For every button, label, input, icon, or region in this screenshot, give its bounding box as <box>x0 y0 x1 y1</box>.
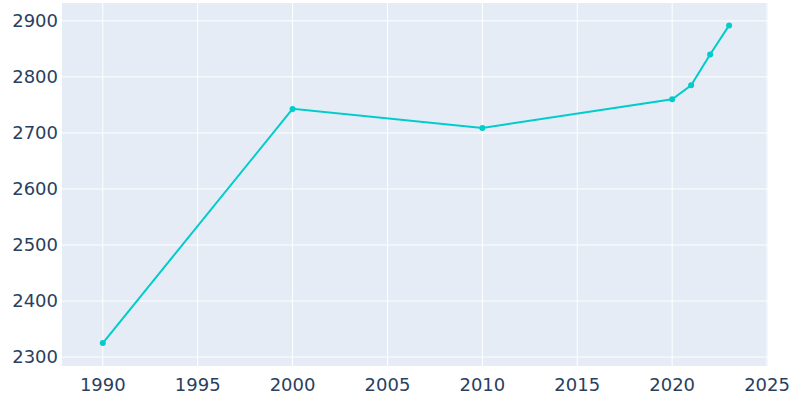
marker <box>290 106 296 112</box>
series <box>100 22 732 346</box>
y-tick-label: 2600 <box>12 178 58 199</box>
x-tick-label: 2015 <box>554 374 600 395</box>
marker <box>726 22 732 28</box>
x-grid <box>577 3 578 366</box>
y-grid <box>62 132 768 133</box>
x-tick-label: 2020 <box>649 374 695 395</box>
y-grid <box>62 76 768 77</box>
y-tick-label: 2700 <box>12 122 58 143</box>
x-grid <box>102 3 103 366</box>
y-grid <box>62 301 768 302</box>
y-tick-label: 2400 <box>12 290 58 311</box>
marker <box>669 96 675 102</box>
y-grid <box>62 188 768 189</box>
x-tick-label: 2005 <box>365 374 411 395</box>
y-tick-label: 2500 <box>12 234 58 255</box>
marker <box>707 52 713 58</box>
x-tick-label: 1995 <box>175 374 221 395</box>
x-grid <box>292 3 293 366</box>
x-grid <box>672 3 673 366</box>
x-tick-label: 2010 <box>459 374 505 395</box>
x-grid <box>387 3 388 366</box>
x-grid <box>482 3 483 366</box>
x-grid <box>197 3 198 366</box>
y-tick-label: 2800 <box>12 66 58 87</box>
marker <box>688 82 694 88</box>
y-tick-label: 2300 <box>12 346 58 367</box>
marker <box>100 340 106 346</box>
x-tick-label: 2000 <box>270 374 316 395</box>
x-grid <box>767 3 768 366</box>
x-tick-label: 1990 <box>80 374 126 395</box>
line <box>103 25 729 343</box>
y-tick-label: 2900 <box>12 10 58 31</box>
y-grid <box>62 357 768 358</box>
y-grid <box>62 20 768 21</box>
marker <box>479 125 485 131</box>
chart: 1990 1995 2000 2005 2010 2015 2020 2025 2300 2400… <box>0 0 800 400</box>
x-tick-label: 2025 <box>744 374 790 395</box>
plot-background <box>62 3 768 366</box>
y-grid <box>62 245 768 246</box>
